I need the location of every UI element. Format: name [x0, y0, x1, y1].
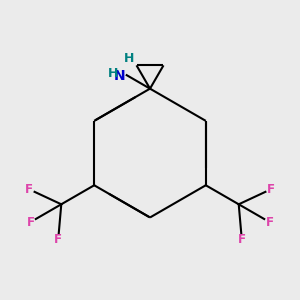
- Text: F: F: [25, 183, 33, 196]
- Text: F: F: [26, 216, 34, 229]
- Text: F: F: [267, 183, 275, 196]
- Text: F: F: [238, 233, 246, 246]
- Text: H: H: [108, 68, 119, 80]
- Text: N: N: [114, 69, 125, 83]
- Text: F: F: [266, 216, 274, 229]
- Text: H: H: [124, 52, 134, 65]
- Text: F: F: [54, 233, 62, 246]
